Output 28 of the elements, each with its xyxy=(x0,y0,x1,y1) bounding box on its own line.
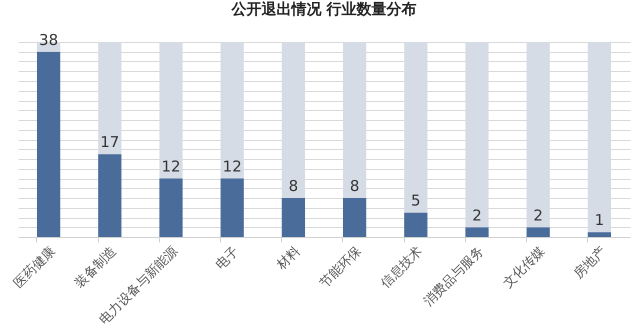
data-label: 5 xyxy=(411,192,421,210)
data-label: 17 xyxy=(100,133,120,152)
bar xyxy=(342,198,366,237)
x-tick-label: 文化传媒 xyxy=(500,244,548,292)
x-tick-label: 房地产 xyxy=(570,243,610,282)
bar xyxy=(36,52,60,237)
bar xyxy=(526,227,550,237)
data-label: 12 xyxy=(222,158,242,176)
data-label: 2 xyxy=(533,206,543,224)
bar xyxy=(465,227,489,237)
data-label: 8 xyxy=(288,177,298,195)
bar xyxy=(159,178,183,237)
bar xyxy=(404,212,428,237)
data-label: 8 xyxy=(350,177,360,195)
data-label: 12 xyxy=(161,158,181,176)
bar xyxy=(588,232,612,237)
bar xyxy=(220,178,244,237)
x-tick-label: 医药健康 xyxy=(11,244,58,292)
x-tick-label: 材料 xyxy=(274,244,304,274)
data-label: 2 xyxy=(472,206,482,224)
data-label: 1 xyxy=(594,211,604,230)
bar xyxy=(98,154,122,237)
x-tick-label: 装备制造 xyxy=(72,244,120,292)
data-label: 38 xyxy=(39,30,58,49)
x-tick-label: 节能环保 xyxy=(317,244,364,292)
chart-title: 公开退出情况 行业数量分布 xyxy=(230,0,417,18)
x-tick-label: 电子 xyxy=(213,244,242,273)
bar xyxy=(282,198,306,237)
